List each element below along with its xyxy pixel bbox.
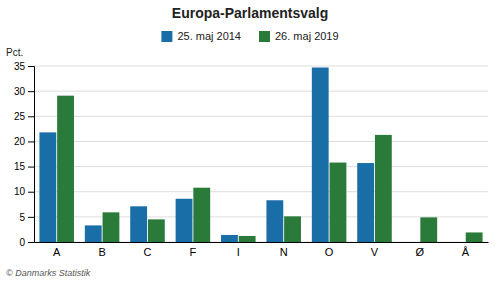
tick-mark: [28, 66, 34, 67]
series: [39, 68, 374, 242]
tick-label: 10: [14, 186, 26, 197]
bar: [466, 232, 483, 242]
title: Europa-Parlamentsvalg: [172, 5, 328, 21]
bar: [85, 225, 102, 242]
tick-label: 25: [14, 111, 26, 122]
tick: Ø: [416, 246, 425, 258]
tick-label: I: [237, 246, 240, 258]
tick: N: [280, 246, 288, 258]
bar: [357, 163, 374, 242]
tick: B: [98, 246, 105, 258]
bars: [39, 68, 482, 242]
tick: V: [371, 246, 379, 258]
bar: [193, 188, 210, 242]
tick-mark: [28, 91, 34, 92]
bar: [221, 235, 238, 242]
tick-label: 35: [14, 61, 26, 72]
tick: 15: [14, 161, 34, 172]
grid-line: [34, 216, 488, 217]
bar: [130, 206, 147, 242]
bar: [176, 199, 193, 242]
bar: [403, 242, 420, 243]
bar: [148, 219, 165, 242]
legend-swatch: [161, 31, 172, 42]
tick-label: Å: [462, 246, 470, 258]
grid-line: [34, 191, 488, 192]
tick: C: [144, 246, 152, 258]
tick-mark: [28, 116, 34, 117]
axis-label: Pct.: [6, 47, 23, 58]
axis-line: [28, 67, 35, 243]
tick-label: V: [371, 246, 379, 258]
tick-label: A: [53, 246, 61, 258]
tick-label: C: [144, 246, 152, 258]
grid-line: [34, 116, 488, 117]
chart: Europa-Parlamentsvalg 0 5 10 15 20 25 30 35 A B C F I…: [0, 0, 500, 282]
tick-label: Ø: [416, 246, 425, 258]
tick-mark: [28, 242, 34, 243]
grid-line: [34, 141, 488, 142]
y-axis: 0 5 10 15 20 25 30 35: [14, 61, 35, 248]
bar: [239, 236, 256, 242]
tick-mark: [28, 167, 34, 168]
tick: I: [237, 246, 240, 258]
tick: 25: [14, 111, 34, 122]
tick-mark: [28, 192, 34, 193]
series: [57, 96, 482, 242]
legend-swatch: [259, 31, 270, 42]
bar: [103, 212, 120, 242]
tick-label: F: [190, 246, 197, 258]
axis-line: [35, 242, 489, 243]
tick-label: O: [325, 246, 334, 258]
bar: [39, 132, 56, 242]
tick: 30: [14, 86, 34, 97]
tick-label: N: [280, 246, 288, 258]
tick-label: 0: [19, 237, 25, 248]
legend-label: 26. maj 2019: [275, 30, 339, 42]
tick: 0: [19, 237, 34, 248]
grid-line: [34, 242, 488, 243]
bar: [57, 96, 74, 242]
footnote: © Danmarks Statistik: [6, 268, 91, 278]
tick-label: 30: [14, 86, 26, 97]
tick-label: 5: [19, 212, 25, 223]
bar: [448, 242, 465, 243]
bar: [330, 163, 347, 242]
bar: [284, 216, 301, 242]
tick-label: 20: [14, 136, 26, 147]
tick: 20: [14, 136, 34, 147]
tick-mark: [28, 141, 34, 142]
grid-line: [34, 66, 488, 67]
bar: [266, 200, 283, 242]
grid-line: [34, 166, 488, 167]
grid-line: [34, 91, 488, 92]
tick-mark: [28, 217, 34, 218]
tick: 5: [19, 212, 34, 223]
tick: O: [325, 246, 334, 258]
tick: F: [190, 246, 197, 258]
tick: A: [53, 246, 61, 258]
grid: [34, 66, 488, 242]
bar: [312, 68, 329, 242]
tick: Å: [462, 246, 470, 258]
legend-label: 25. maj 2014: [177, 30, 241, 42]
tick-label: 15: [14, 161, 26, 172]
legend-item: 26. maj 2019: [259, 30, 339, 42]
legend: 25. maj 2014 26. maj 2019: [161, 30, 338, 42]
bar: [420, 217, 437, 242]
legend-item: 25. maj 2014: [161, 30, 241, 42]
tick: 35: [14, 61, 34, 72]
x-axis: ABCFINOVØÅ: [35, 243, 489, 258]
tick: 10: [14, 186, 34, 197]
tick-label: B: [98, 246, 105, 258]
plot: 0 5 10 15 20 25 30 35 A B C F I N O V Ø Å: [14, 61, 489, 258]
bar: [375, 135, 392, 242]
